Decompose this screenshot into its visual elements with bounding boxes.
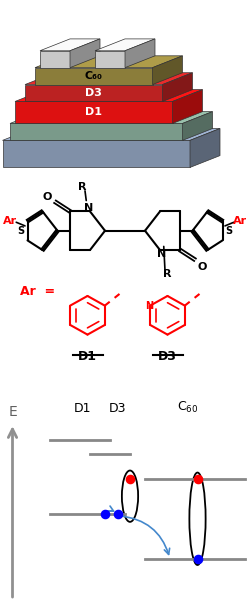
Point	[196, 474, 200, 484]
Polygon shape	[25, 72, 192, 85]
Text: Ar: Ar	[233, 216, 247, 226]
Polygon shape	[15, 101, 172, 123]
Polygon shape	[40, 39, 100, 51]
Text: O: O	[198, 262, 207, 272]
Polygon shape	[95, 51, 125, 68]
Text: E: E	[8, 405, 17, 419]
Text: D3: D3	[158, 350, 177, 363]
Text: D3: D3	[85, 88, 102, 98]
Polygon shape	[15, 89, 202, 101]
Point	[116, 509, 119, 518]
Polygon shape	[2, 129, 220, 140]
Text: Ar: Ar	[3, 216, 17, 226]
Polygon shape	[95, 39, 155, 51]
Polygon shape	[2, 140, 190, 167]
Polygon shape	[25, 85, 162, 101]
Polygon shape	[10, 123, 182, 140]
Text: N: N	[156, 249, 166, 259]
Polygon shape	[10, 112, 212, 123]
Polygon shape	[35, 56, 182, 68]
Text: S: S	[18, 226, 25, 236]
Polygon shape	[152, 56, 182, 85]
Polygon shape	[172, 89, 203, 123]
Text: D1: D1	[78, 350, 97, 363]
Text: C$_{60}$: C$_{60}$	[177, 400, 198, 415]
Polygon shape	[70, 39, 100, 68]
Text: D1: D1	[74, 402, 91, 415]
Text: C₆₀: C₆₀	[85, 71, 103, 81]
Text: R: R	[163, 269, 172, 279]
Polygon shape	[162, 72, 192, 101]
Polygon shape	[190, 129, 220, 167]
Text: Ar  =: Ar =	[20, 284, 55, 298]
Polygon shape	[35, 68, 152, 85]
Polygon shape	[182, 112, 212, 140]
Point	[103, 509, 107, 518]
Text: N: N	[145, 301, 153, 310]
Text: D3: D3	[109, 402, 126, 415]
Polygon shape	[125, 39, 155, 68]
Polygon shape	[40, 51, 70, 68]
Text: N: N	[84, 203, 94, 213]
Text: R: R	[78, 182, 87, 192]
Text: D1: D1	[85, 108, 102, 117]
Text: O: O	[43, 192, 52, 202]
Point	[128, 474, 132, 484]
Point	[196, 554, 200, 564]
Text: S: S	[225, 226, 232, 236]
